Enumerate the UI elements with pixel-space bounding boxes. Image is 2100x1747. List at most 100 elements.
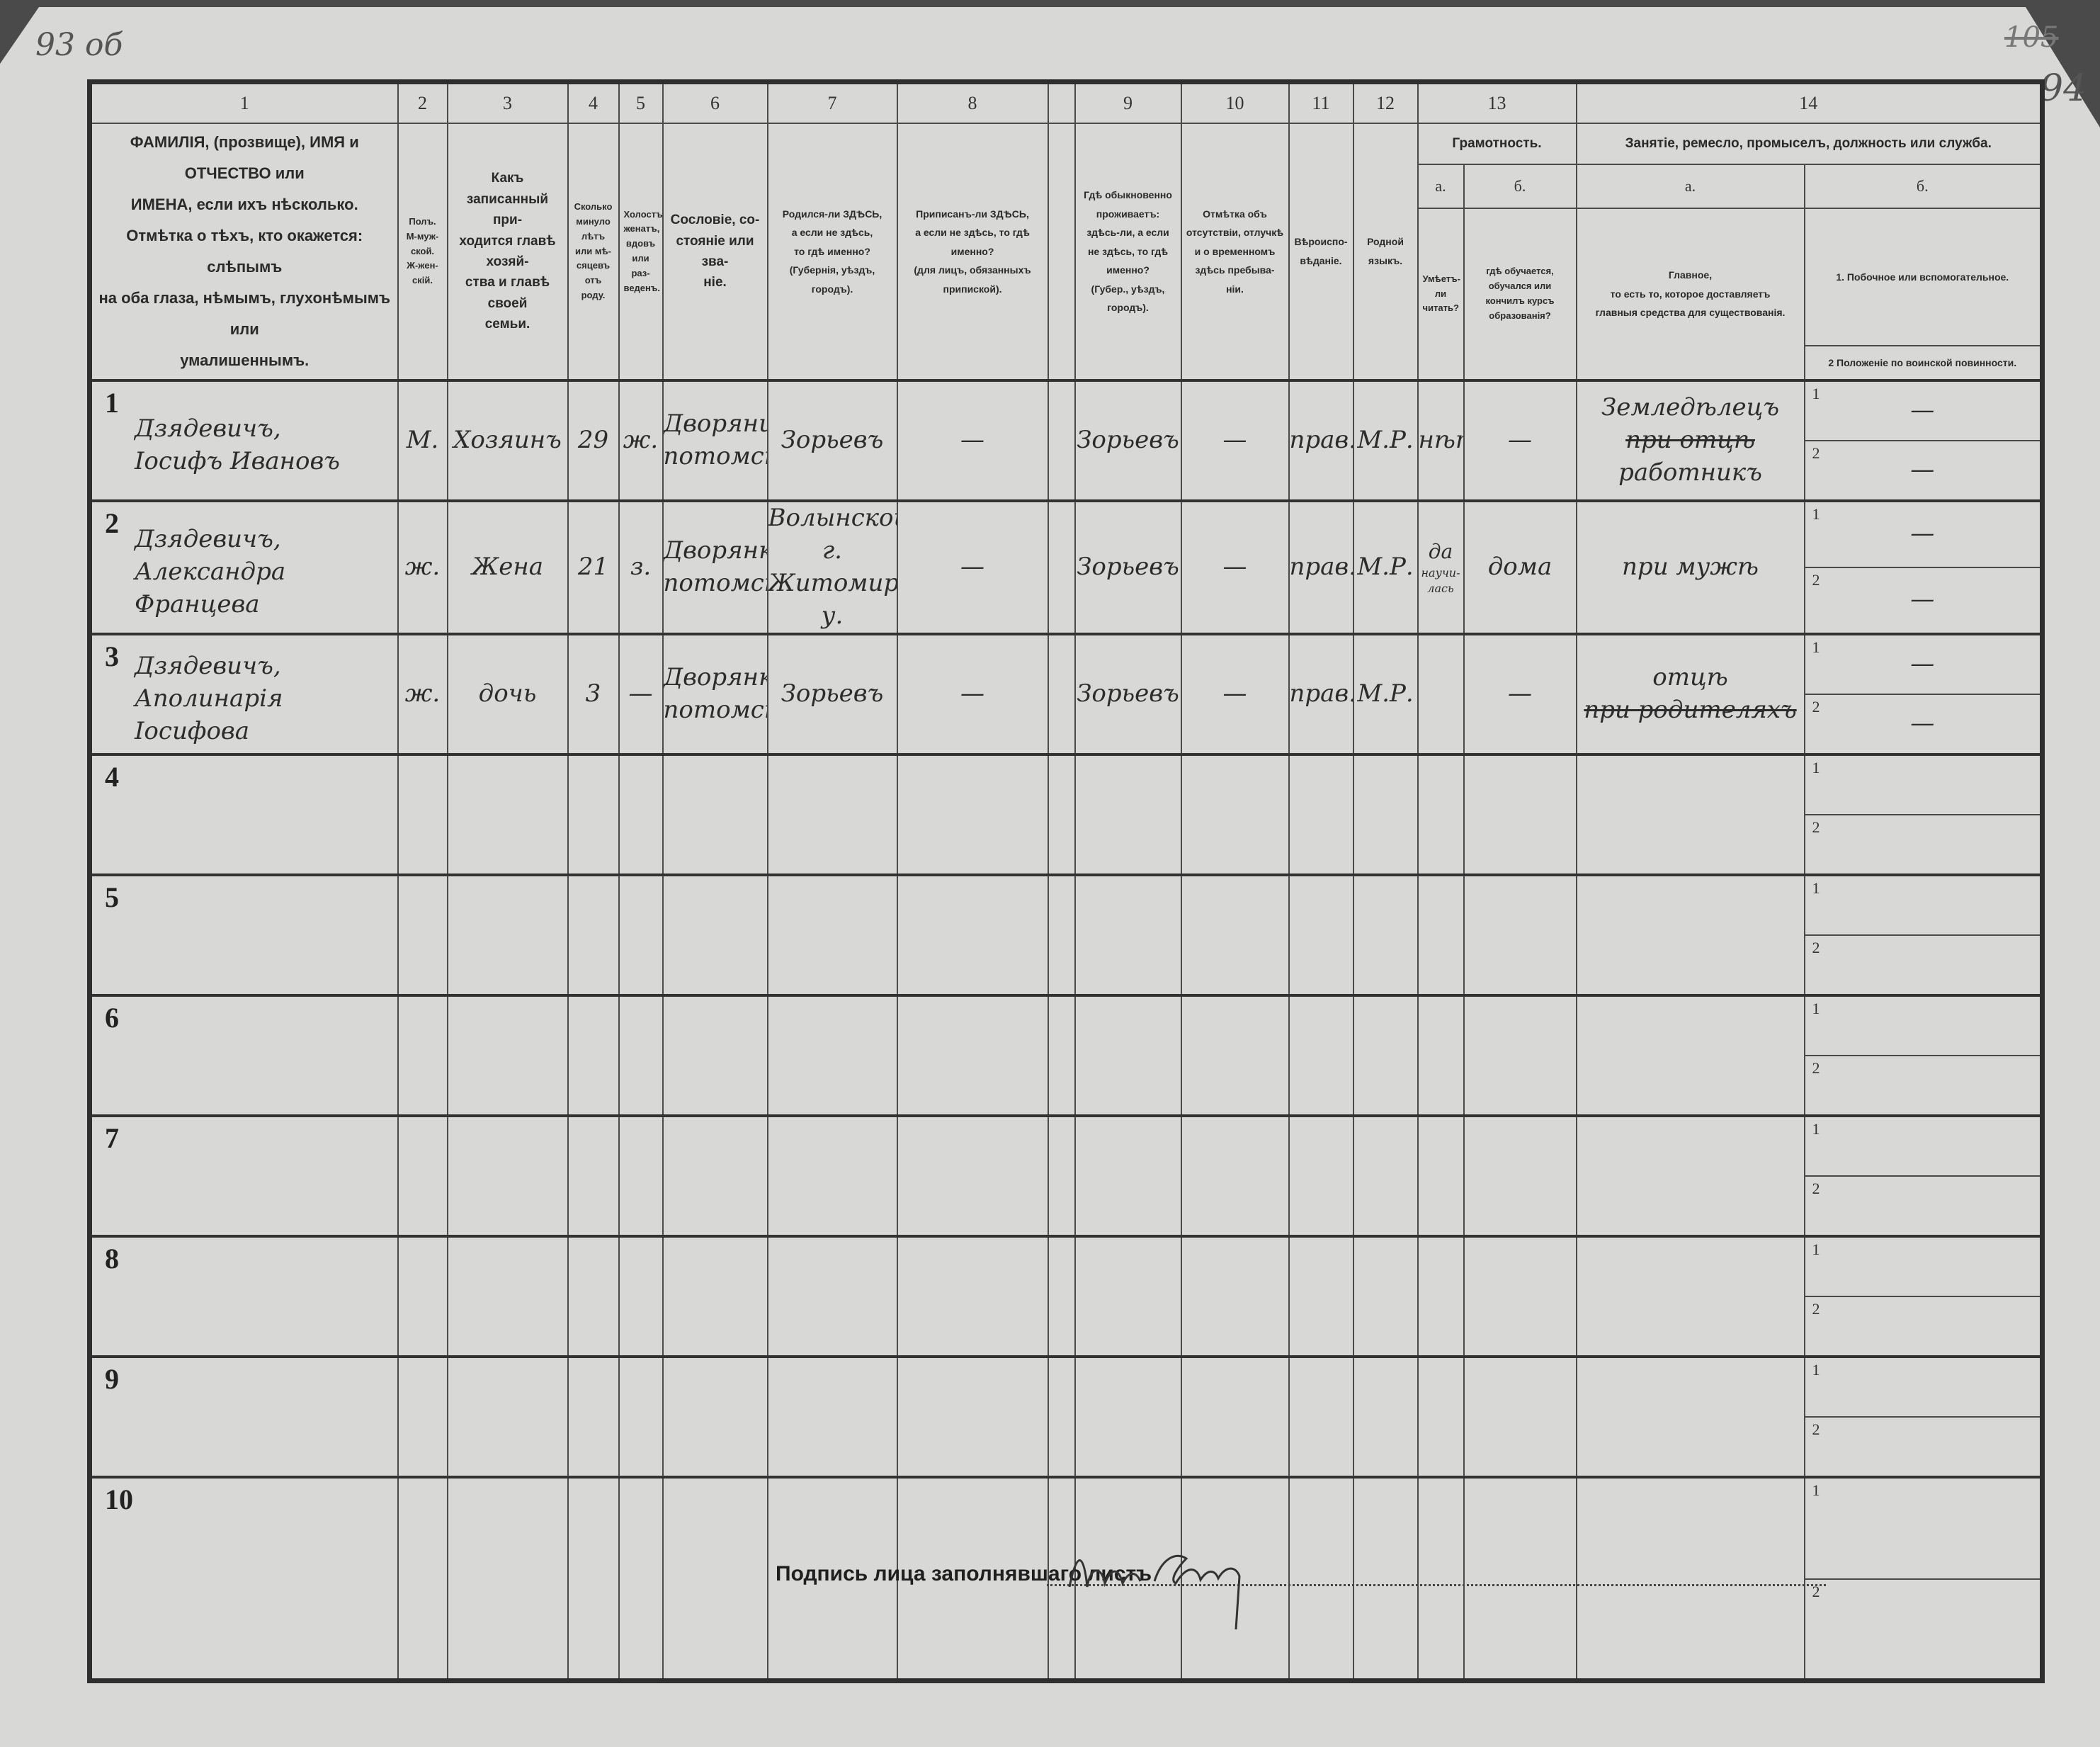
header-text-line: Главное,	[1668, 269, 1713, 281]
cell-relation	[446, 1475, 569, 1682]
sub-row-label: 2	[1812, 1582, 1820, 1600]
handwritten-entry: Александра Францева	[135, 557, 286, 618]
cell-relation	[446, 993, 569, 1116]
cell-absence: —	[1180, 379, 1290, 502]
row-number: 9	[105, 1362, 119, 1395]
sub-row-label: 1	[1812, 1119, 1820, 1138]
census-row-lower: 2	[90, 934, 2043, 996]
military-status-cell: 2	[1803, 1415, 2043, 1478]
cell-registered	[896, 1475, 1049, 1682]
cell-marital	[618, 1355, 664, 1478]
handwritten-entry: прав.	[1289, 426, 1353, 455]
handwritten-entry: —	[960, 679, 984, 708]
handwritten-entry: Дзядевичъ,	[135, 651, 281, 680]
header-text-line: проживаетъ:	[1096, 208, 1160, 220]
handwritten-entry: Зорьевъ	[1077, 426, 1179, 455]
cell-religion	[1288, 873, 1354, 996]
cell-absence	[1180, 752, 1290, 876]
handwritten-entry: —	[1910, 456, 1935, 485]
header-text-line: ніе.	[703, 275, 727, 290]
military-status-cell: 2	[1803, 1175, 2043, 1237]
header-text-line: то гдѣ именно?	[794, 245, 870, 257]
header-literacy-b: б.	[1463, 164, 1577, 209]
cell-language	[1352, 1234, 1419, 1357]
cell-birthplace	[766, 1234, 898, 1357]
handwritten-entry: з.	[630, 552, 652, 581]
sub-row-label: 2	[1812, 1299, 1820, 1318]
header-registered: Приписанъ-ли ЗДѢСЬ, а если не здѣсь, то г…	[896, 123, 1049, 381]
cell-religion	[1288, 1355, 1354, 1478]
cell-relation: дочь	[446, 632, 569, 755]
handwritten-entry: М.	[406, 426, 439, 455]
cell-registered: —	[896, 499, 1049, 635]
cell-name: 2 Дзядевичъ, Александра Францева	[89, 499, 399, 635]
cell-religion	[1288, 752, 1354, 876]
cell-name: 6	[89, 993, 399, 1116]
census-rows: 1 Дзядевичъ, Іосифъ Ивановъ М. Хозяинъ 29 ж. Дв…	[89, 379, 2043, 1682]
cell-religion	[1288, 1475, 1354, 1682]
cell-absence	[1180, 1355, 1290, 1478]
header-text-line: Вѣроиспо-	[1294, 236, 1348, 248]
cell-estate	[662, 1475, 768, 1682]
sub-row-label: 2	[1812, 1420, 1820, 1438]
sub-row-label: 2	[1812, 938, 1820, 956]
header-text-line: ства и главѣ своей	[465, 275, 550, 311]
handwritten-entry: Дзядевичъ,	[135, 414, 281, 443]
col-number: 10	[1180, 81, 1290, 124]
cell-birthplace: Зорьевъ	[766, 632, 898, 755]
sub-row-label: 1	[1812, 758, 1820, 776]
handwritten-entry: М.Р.	[1357, 426, 1414, 455]
col-number: 7	[766, 81, 898, 124]
handwritten-entry: прав.	[1289, 679, 1353, 708]
header-text-line: образованія?	[1489, 310, 1551, 321]
header-text-line: Сословіе, со-	[670, 213, 760, 228]
side-occupation-cell: 1—	[1803, 379, 2043, 441]
sub-row-label: 2	[1812, 570, 1820, 589]
cell-name: 5	[89, 873, 399, 996]
cell-age	[567, 1475, 620, 1682]
cell-birthplace	[766, 752, 898, 876]
cell-sex: М.	[397, 379, 448, 502]
cell-relation: Жена	[446, 499, 569, 635]
cell-occupation-main	[1575, 993, 1805, 1116]
cell-education	[1463, 752, 1577, 876]
header-marital: Холостъ, женатъ, вдовъ или раз-веденъ.	[618, 123, 664, 381]
census-row: 3 Дзядевичъ, Аполинарія Іосифова ж. дочь 3 — Дв…	[89, 632, 2043, 755]
census-row-lower: 2	[90, 813, 2043, 876]
cell-estate	[662, 752, 768, 876]
header-text-line: Отмѣтка о тѣхъ, кто окажется: слѣпымъ	[126, 227, 363, 276]
handwritten-entry: —	[1222, 552, 1247, 581]
handwritten-entry: 3	[585, 679, 601, 708]
row-number: 1	[105, 387, 119, 419]
col-number: 6	[662, 81, 768, 124]
cell-absence	[1180, 1234, 1290, 1357]
cell-name: 9	[89, 1355, 399, 1478]
cell-religion	[1288, 993, 1354, 1116]
row-number: 2	[105, 507, 119, 539]
cell-education	[1463, 1114, 1577, 1237]
cell-registered: —	[896, 632, 1049, 755]
cell-literate	[1417, 1234, 1465, 1357]
header-occupation-b: б.	[1803, 164, 2043, 209]
handwritten-entry: при родителяхъ	[1584, 695, 1797, 724]
cell-relation	[446, 752, 569, 876]
cell-education	[1463, 1475, 1577, 1682]
header-side-occupation: 1. Побочное или вспомогательное.	[1803, 208, 2043, 346]
handwritten-entry: ж.	[404, 552, 441, 581]
row-number: 8	[105, 1242, 119, 1274]
handwritten-entry: —	[1222, 426, 1247, 455]
header-text-line: припиской).	[943, 283, 1002, 295]
cell-estate: Дворянинъ потомств.	[662, 379, 768, 502]
cell-gap	[1047, 993, 1076, 1116]
col-number: 8	[896, 81, 1049, 124]
row-number: 3	[105, 640, 119, 672]
cell-age: 3	[567, 632, 620, 755]
handwritten-entry: Земледѣлецъ	[1601, 393, 1779, 422]
cell-estate	[662, 1234, 768, 1357]
cell-absence	[1180, 993, 1290, 1116]
census-row-lower: 2—	[90, 566, 2043, 635]
cell-age	[567, 1234, 620, 1357]
header-text-line: именно?	[1106, 264, 1150, 276]
row-number: 5	[105, 881, 119, 913]
